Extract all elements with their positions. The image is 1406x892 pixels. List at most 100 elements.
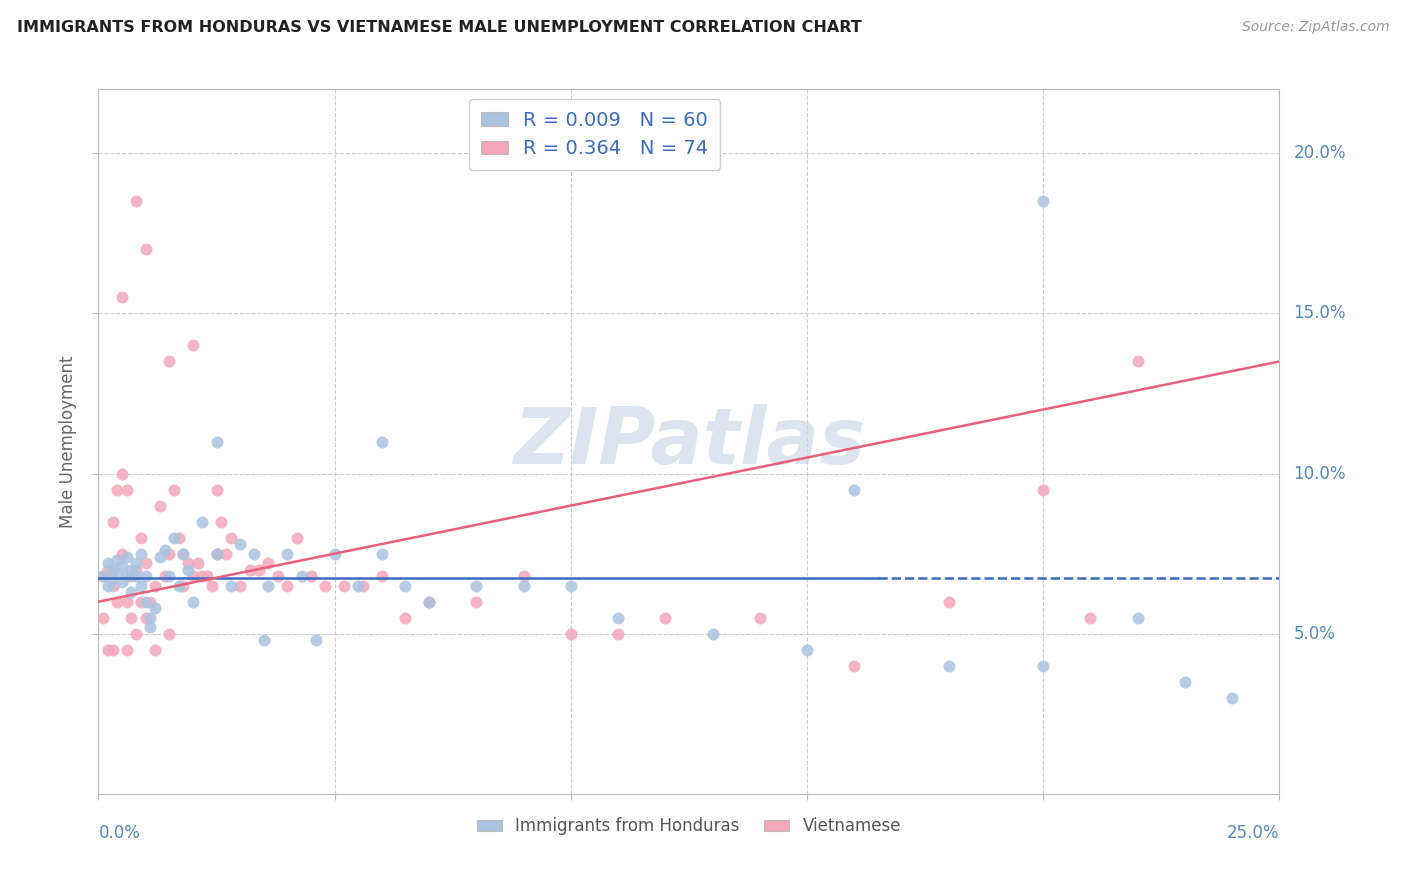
Point bbox=[172, 547, 194, 561]
Point bbox=[323, 547, 346, 561]
Point bbox=[205, 434, 228, 449]
Point bbox=[101, 572, 124, 586]
Point bbox=[371, 434, 394, 449]
Point bbox=[105, 553, 128, 567]
Point bbox=[285, 531, 308, 545]
Point bbox=[149, 499, 172, 513]
Point bbox=[191, 569, 214, 583]
Point bbox=[121, 569, 143, 583]
Text: ZIPatlas: ZIPatlas bbox=[513, 403, 865, 480]
Point bbox=[181, 338, 204, 352]
Point bbox=[97, 556, 120, 570]
Point bbox=[239, 563, 262, 577]
Point bbox=[1032, 483, 1054, 497]
Point bbox=[125, 194, 148, 209]
Text: 15.0%: 15.0% bbox=[1294, 304, 1346, 322]
Point bbox=[101, 579, 124, 593]
Point bbox=[247, 563, 270, 577]
Point bbox=[253, 633, 276, 648]
Point bbox=[209, 515, 232, 529]
Point bbox=[111, 467, 134, 481]
Point bbox=[1126, 354, 1149, 368]
Point bbox=[125, 626, 148, 640]
Point bbox=[371, 569, 394, 583]
Point bbox=[1174, 674, 1197, 689]
Point bbox=[205, 483, 228, 497]
Point bbox=[115, 483, 138, 497]
Point bbox=[129, 595, 152, 609]
Point bbox=[290, 569, 312, 583]
Point bbox=[101, 515, 124, 529]
Point bbox=[371, 547, 394, 561]
Point bbox=[163, 531, 186, 545]
Point bbox=[654, 610, 676, 624]
Point bbox=[201, 579, 224, 593]
Point bbox=[512, 579, 534, 593]
Point bbox=[129, 579, 152, 593]
Point bbox=[267, 569, 290, 583]
Point bbox=[129, 531, 152, 545]
Point bbox=[177, 563, 200, 577]
Point bbox=[139, 610, 162, 624]
Point bbox=[143, 579, 166, 593]
Point bbox=[257, 579, 280, 593]
Point bbox=[352, 579, 374, 593]
Point bbox=[111, 547, 134, 561]
Point bbox=[157, 626, 180, 640]
Point bbox=[153, 569, 176, 583]
Point bbox=[465, 595, 488, 609]
Point bbox=[167, 579, 190, 593]
Point bbox=[135, 243, 157, 257]
Point bbox=[314, 579, 336, 593]
Point bbox=[143, 601, 166, 615]
Point bbox=[181, 569, 204, 583]
Point bbox=[135, 556, 157, 570]
Point bbox=[299, 569, 322, 583]
Point bbox=[139, 595, 162, 609]
Point bbox=[163, 483, 186, 497]
Point bbox=[115, 569, 138, 583]
Text: IMMIGRANTS FROM HONDURAS VS VIETNAMESE MALE UNEMPLOYMENT CORRELATION CHART: IMMIGRANTS FROM HONDURAS VS VIETNAMESE M… bbox=[17, 20, 862, 35]
Point bbox=[205, 547, 228, 561]
Point bbox=[333, 579, 356, 593]
Point bbox=[105, 566, 128, 580]
Point bbox=[111, 559, 134, 574]
Point bbox=[195, 569, 218, 583]
Point bbox=[105, 483, 128, 497]
Point bbox=[153, 543, 176, 558]
Point bbox=[135, 610, 157, 624]
Point bbox=[844, 483, 866, 497]
Legend: Immigrants from Honduras, Vietnamese: Immigrants from Honduras, Vietnamese bbox=[470, 811, 908, 842]
Point bbox=[187, 556, 209, 570]
Point bbox=[418, 595, 440, 609]
Point bbox=[394, 610, 416, 624]
Point bbox=[560, 579, 582, 593]
Point bbox=[101, 642, 124, 657]
Point bbox=[125, 556, 148, 570]
Point bbox=[121, 610, 143, 624]
Point bbox=[125, 569, 148, 583]
Point bbox=[157, 569, 180, 583]
Text: 0.0%: 0.0% bbox=[98, 824, 141, 842]
Point bbox=[143, 642, 166, 657]
Point bbox=[167, 531, 190, 545]
Point bbox=[219, 531, 242, 545]
Text: Source: ZipAtlas.com: Source: ZipAtlas.com bbox=[1241, 20, 1389, 34]
Text: 20.0%: 20.0% bbox=[1294, 145, 1346, 162]
Point bbox=[172, 547, 194, 561]
Y-axis label: Male Unemployment: Male Unemployment bbox=[59, 355, 77, 528]
Point bbox=[243, 547, 266, 561]
Point bbox=[215, 547, 238, 561]
Point bbox=[748, 610, 770, 624]
Point bbox=[276, 547, 298, 561]
Point bbox=[91, 610, 114, 624]
Point bbox=[938, 595, 960, 609]
Point bbox=[394, 579, 416, 593]
Point bbox=[181, 595, 204, 609]
Point bbox=[149, 549, 172, 564]
Point bbox=[205, 547, 228, 561]
Point bbox=[1032, 194, 1054, 209]
Point bbox=[347, 579, 370, 593]
Point bbox=[796, 642, 818, 657]
Point bbox=[1126, 610, 1149, 624]
